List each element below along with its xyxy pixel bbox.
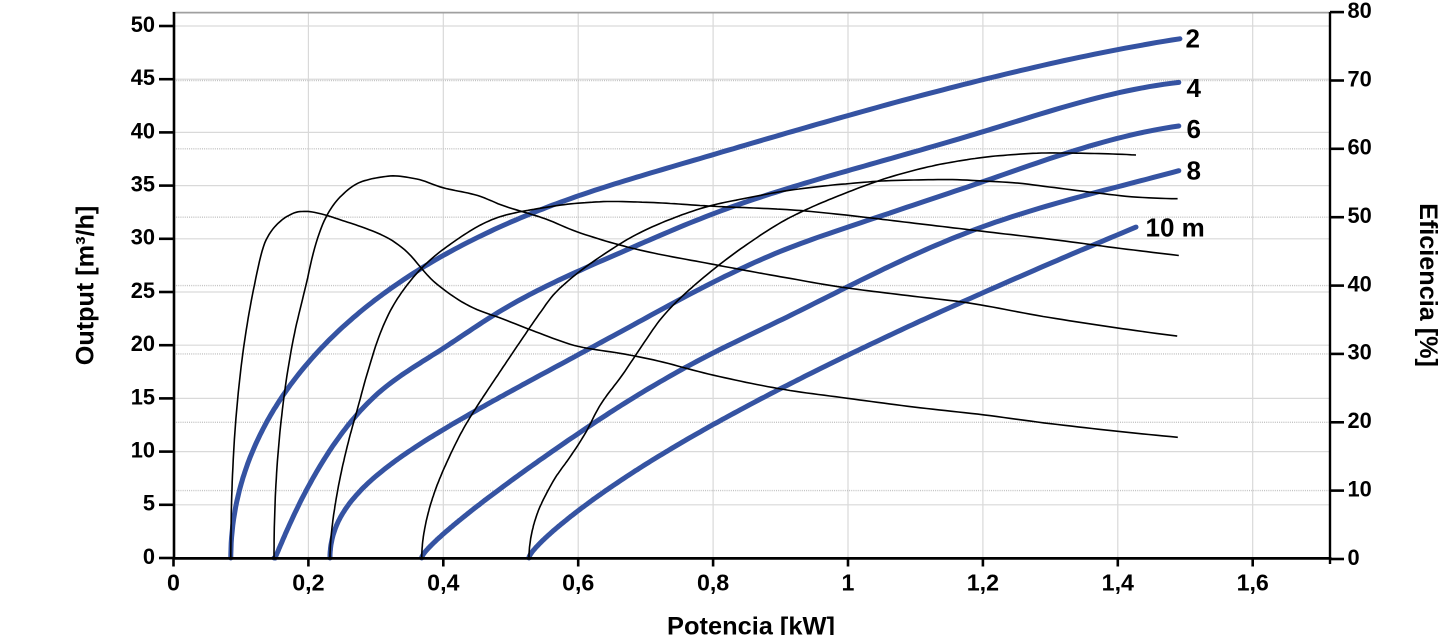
svg-text:10 m: 10 m <box>1146 212 1205 242</box>
svg-text:30: 30 <box>1348 340 1372 365</box>
svg-text:25: 25 <box>131 278 155 303</box>
svg-text:50: 50 <box>1348 203 1372 228</box>
svg-text:20: 20 <box>1348 408 1372 433</box>
svg-text:0,4: 0,4 <box>427 570 459 596</box>
svg-text:Eficiencia [%]: Eficiencia [%] <box>1414 203 1442 367</box>
svg-text:1,6: 1,6 <box>1237 570 1269 596</box>
svg-text:2: 2 <box>1186 23 1200 53</box>
svg-text:1,4: 1,4 <box>1102 570 1134 596</box>
svg-text:0,8: 0,8 <box>697 570 729 596</box>
svg-text:10: 10 <box>131 438 155 463</box>
svg-text:0,6: 0,6 <box>562 570 594 596</box>
svg-text:0: 0 <box>143 544 155 569</box>
svg-text:40: 40 <box>1348 271 1372 296</box>
svg-text:15: 15 <box>131 384 155 409</box>
svg-text:1: 1 <box>842 570 855 596</box>
svg-text:60: 60 <box>1348 135 1372 160</box>
svg-text:Output [m³/h]: Output [m³/h] <box>72 206 100 365</box>
svg-text:Potencia [kW]: Potencia [kW] <box>667 612 835 635</box>
svg-text:5: 5 <box>143 491 155 516</box>
svg-text:50: 50 <box>131 12 155 37</box>
svg-text:45: 45 <box>131 65 155 90</box>
svg-text:1,2: 1,2 <box>967 570 999 596</box>
svg-text:0: 0 <box>167 570 180 596</box>
svg-text:70: 70 <box>1348 66 1372 91</box>
svg-text:0,2: 0,2 <box>292 570 324 596</box>
svg-text:8: 8 <box>1187 155 1201 185</box>
svg-text:10: 10 <box>1348 476 1372 501</box>
svg-text:80: 80 <box>1348 0 1372 23</box>
svg-text:4: 4 <box>1187 73 1202 103</box>
svg-text:30: 30 <box>131 225 155 250</box>
svg-text:6: 6 <box>1187 114 1201 144</box>
svg-text:20: 20 <box>131 331 155 356</box>
svg-text:40: 40 <box>131 118 155 143</box>
svg-text:35: 35 <box>131 172 155 197</box>
svg-text:0: 0 <box>1348 545 1360 570</box>
